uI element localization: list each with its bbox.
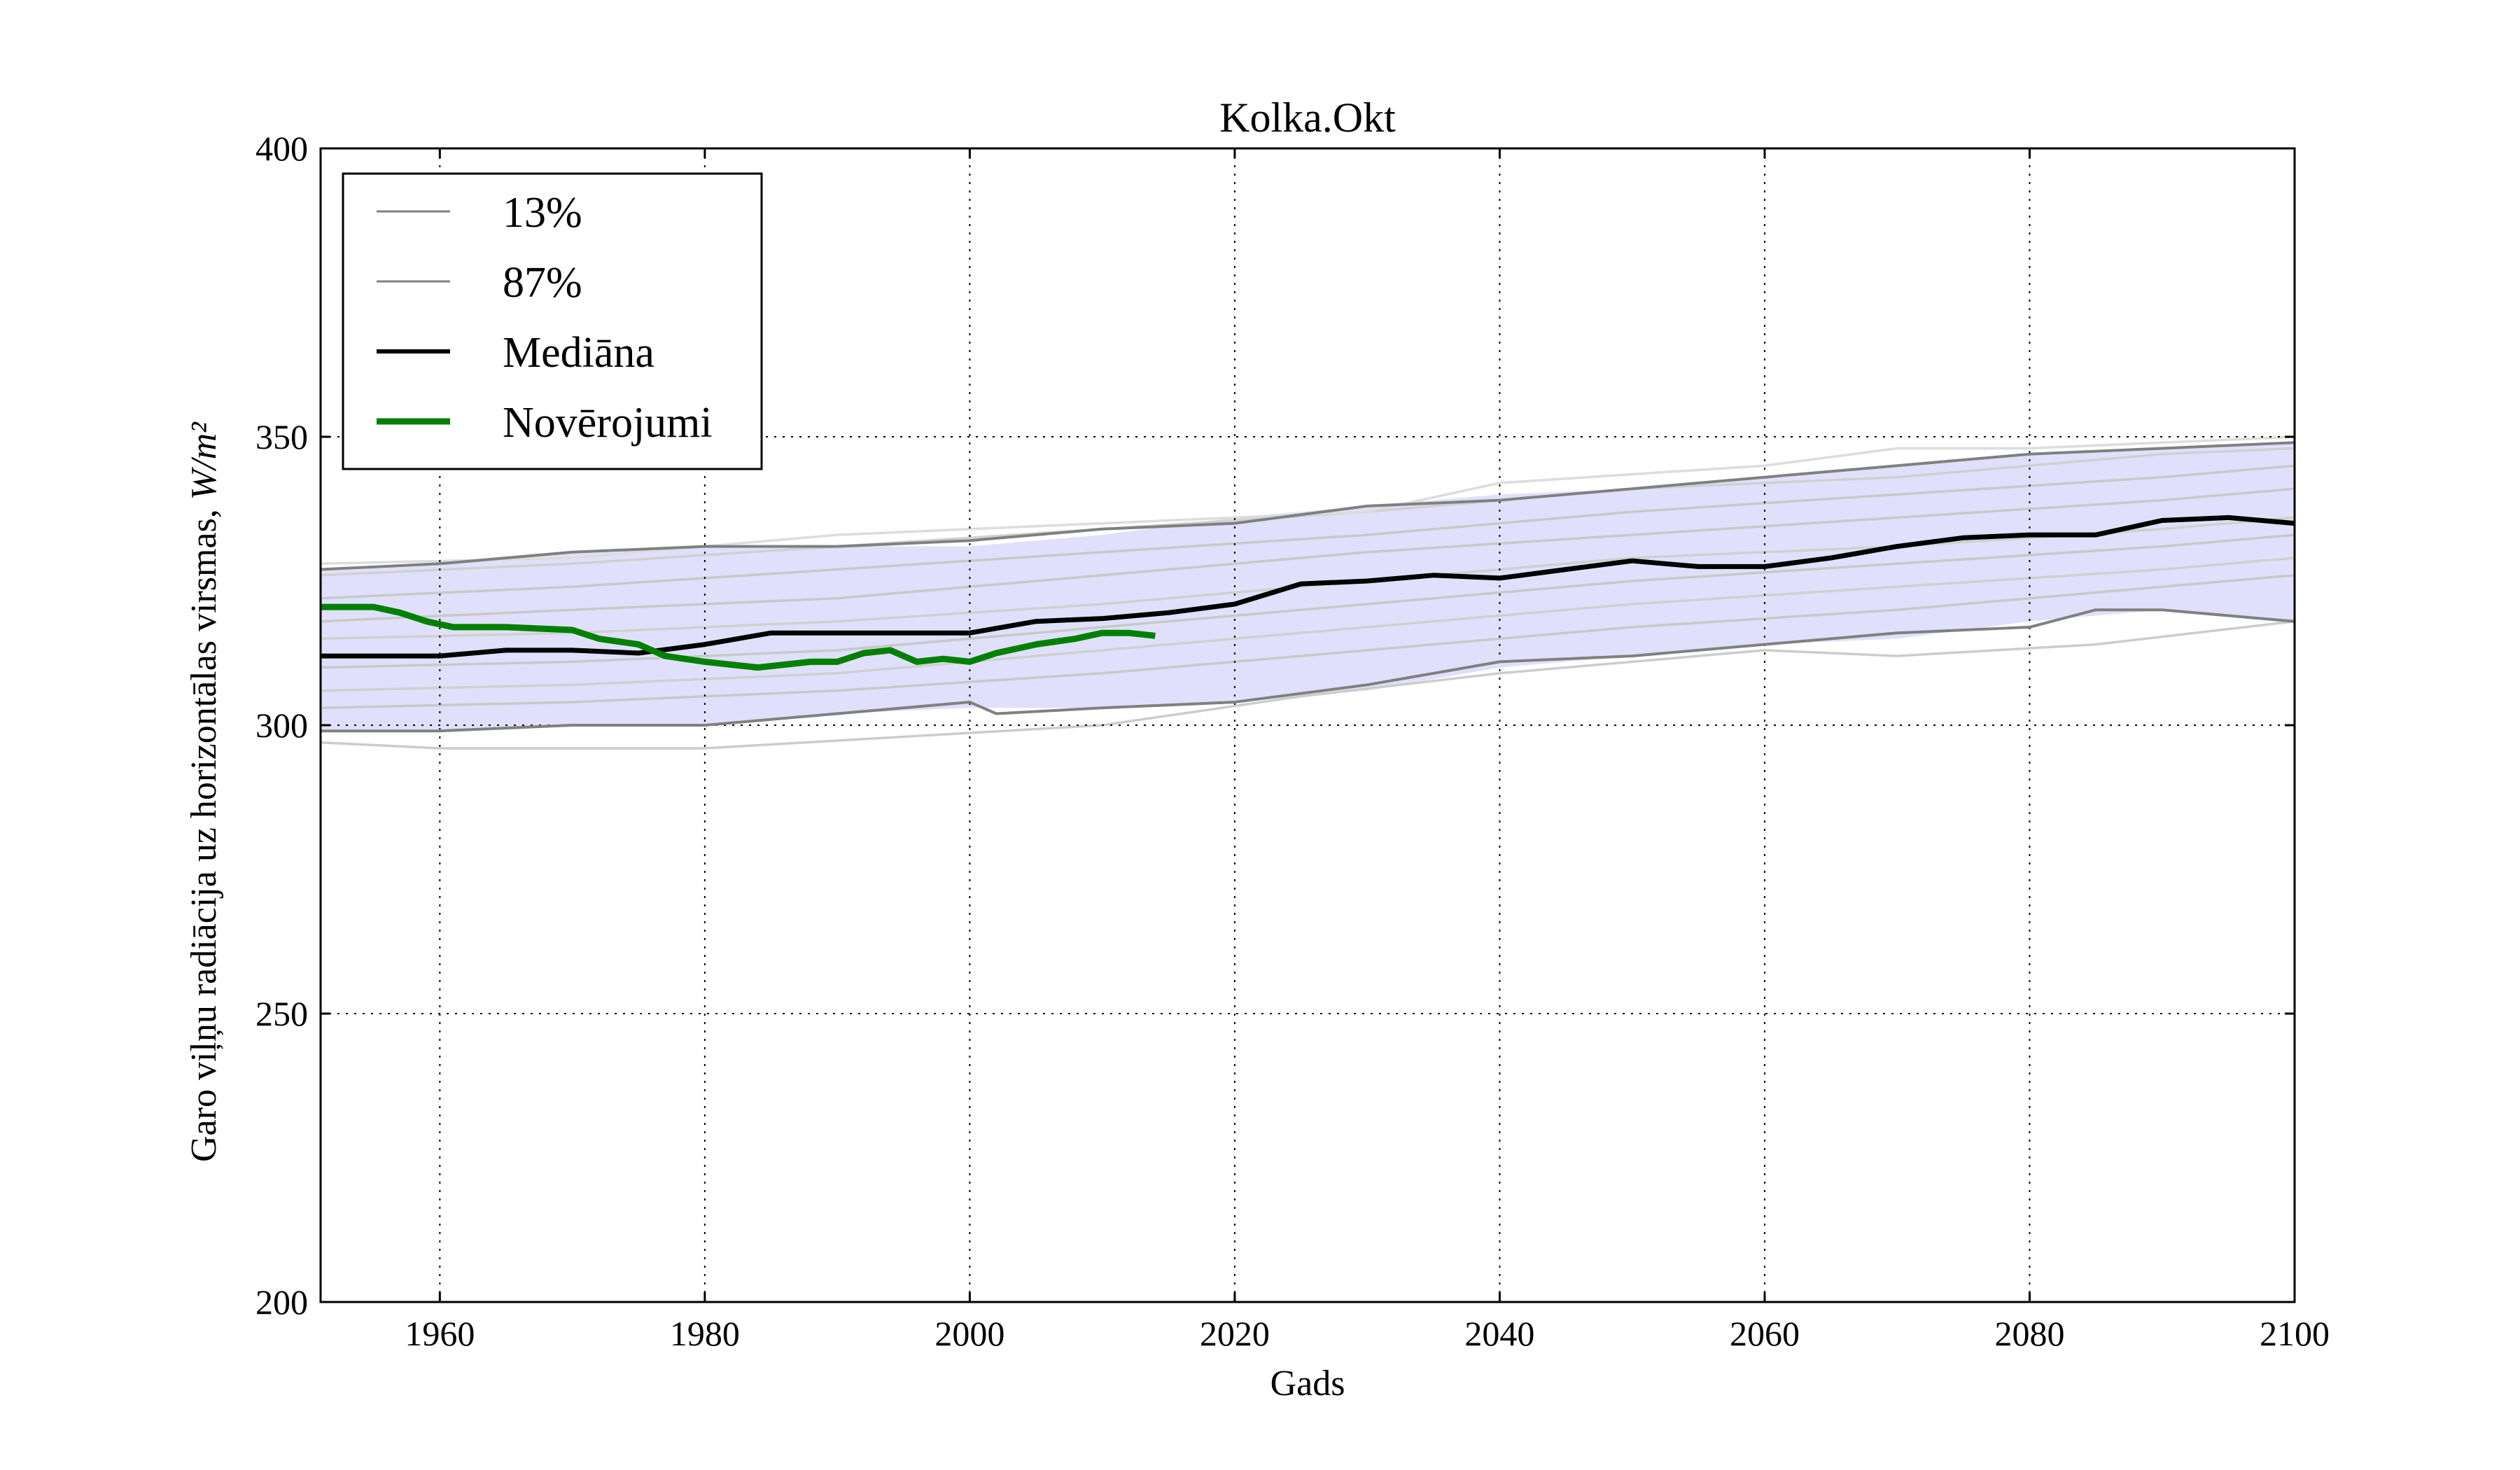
series-lines [320, 441, 2295, 733]
legend-label: 13% [503, 189, 582, 237]
legend-label: 87% [503, 259, 582, 307]
series-line-median [321, 514, 2295, 659]
ensemble-members [320, 435, 2295, 750]
y-axis-label-unit: W/m² [184, 421, 224, 500]
y-tick-label: 250 [255, 994, 308, 1033]
ensemble-member-line [320, 533, 2295, 669]
y-tick-label: 400 [255, 129, 308, 168]
x-tick-label: 1960 [405, 1314, 475, 1353]
series-line-percentile [321, 608, 2295, 733]
ensemble-member-line [320, 574, 2295, 710]
series-line-percentile [320, 441, 2295, 571]
y-axis-label-text: Garo viļņu radiācija uz horizontālas vir… [184, 500, 224, 1162]
ensemble-member-line [320, 464, 2295, 600]
series-line-observed [321, 603, 1156, 671]
x-tick-label: 2100 [2260, 1314, 2330, 1353]
ensemble-member-line [320, 620, 2295, 750]
y-axis-label: Garo viļņu radiācija uz horizontālas vir… [184, 421, 224, 1162]
y-tick-label: 200 [255, 1282, 308, 1322]
x-tick-label: 2000 [934, 1314, 1004, 1353]
legend-label: Novērojumi [503, 399, 713, 447]
chart-title: Kolka.Okt [1219, 94, 1396, 141]
x-tick-label: 2080 [1994, 1314, 2064, 1353]
ensemble-member-line [320, 487, 2295, 623]
legend: 13% 87% Mediāna Novērojumi [342, 172, 763, 470]
y-tick-label: 300 [255, 706, 308, 745]
legend-label: Mediāna [503, 329, 654, 377]
axis-ticks: 1960 1980 2000 2020 2040 2060 2080 2100 200 250 30… [255, 129, 2330, 1353]
x-axis-label: Gads [1270, 1364, 1345, 1404]
x-tick-label: 2060 [1730, 1314, 1800, 1353]
x-tick-label: 1980 [670, 1314, 740, 1353]
y-tick-label: 350 [255, 417, 308, 456]
x-tick-label: 2040 [1464, 1314, 1534, 1353]
x-tick-label: 2020 [1200, 1314, 1270, 1353]
ensemble-member-line [320, 556, 2295, 692]
